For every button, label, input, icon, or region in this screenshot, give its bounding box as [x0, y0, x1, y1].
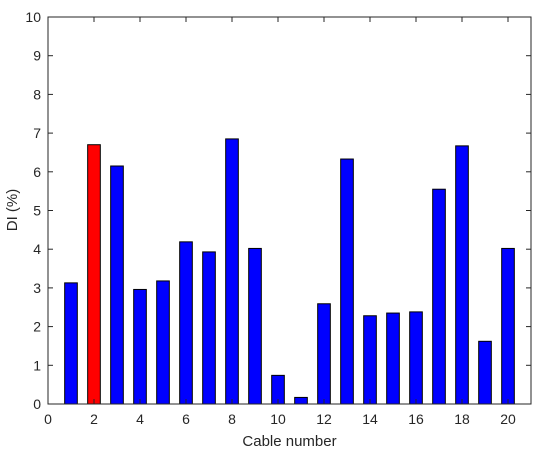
x-tick-label: 8 [228, 411, 236, 427]
x-tick-label: 12 [316, 411, 332, 427]
y-tick-label: 10 [25, 9, 41, 25]
y-ticks-group: 0 1 2 3 4 5 6 7 8 9 10 [25, 9, 531, 412]
bar-cable-16 [409, 311, 423, 405]
bar-cable-7 [202, 251, 216, 405]
x-tick-label: 14 [362, 411, 378, 427]
y-tick-label: 0 [33, 396, 41, 412]
y-tick-label: 5 [33, 203, 41, 219]
y-tick-label: 7 [33, 125, 41, 141]
bars-group [64, 138, 515, 405]
x-tick-label: 16 [408, 411, 424, 427]
bar-cable-20 [501, 247, 515, 405]
y-tick-label: 6 [33, 164, 41, 180]
bar-cable-15 [386, 312, 400, 405]
x-ticks-group: 0 2 4 6 8 10 12 14 16 18 20 [44, 17, 516, 427]
x-tick-label: 18 [454, 411, 470, 427]
x-axis-title: Cable number [242, 433, 336, 450]
bar-cable-3 [110, 165, 124, 405]
bar-cable-17 [432, 188, 446, 405]
bar-cable-14 [363, 315, 377, 405]
y-tick-label: 1 [33, 357, 41, 373]
y-axis-title: DI (%) [4, 189, 21, 232]
x-tick-label: 10 [270, 411, 286, 427]
bar-cable-5 [156, 280, 170, 405]
plot-area [48, 17, 531, 404]
bar-cable-18 [455, 145, 469, 405]
x-tick-label: 0 [44, 411, 52, 427]
x-tick-label: 2 [90, 411, 98, 427]
bar-cable-13 [340, 158, 354, 405]
bar-cable-4 [133, 288, 147, 405]
bar-cable-12 [317, 303, 331, 405]
bar-cable-6 [179, 241, 193, 405]
bar-cable-9 [248, 247, 262, 405]
y-tick-label: 3 [33, 280, 41, 296]
bar-cable-11 [294, 396, 308, 405]
y-tick-label: 4 [33, 241, 41, 257]
x-tick-label: 6 [182, 411, 190, 427]
bar-cable-2 [87, 144, 101, 405]
y-tick-label: 9 [33, 48, 41, 64]
bar-cable-19 [478, 340, 492, 405]
bar-cable-8 [225, 138, 239, 405]
y-tick-label: 8 [33, 86, 41, 102]
bar-cable-1 [64, 282, 78, 405]
x-tick-label: 20 [500, 411, 516, 427]
y-tick-label: 2 [33, 319, 41, 335]
x-tick-label: 4 [136, 411, 144, 427]
